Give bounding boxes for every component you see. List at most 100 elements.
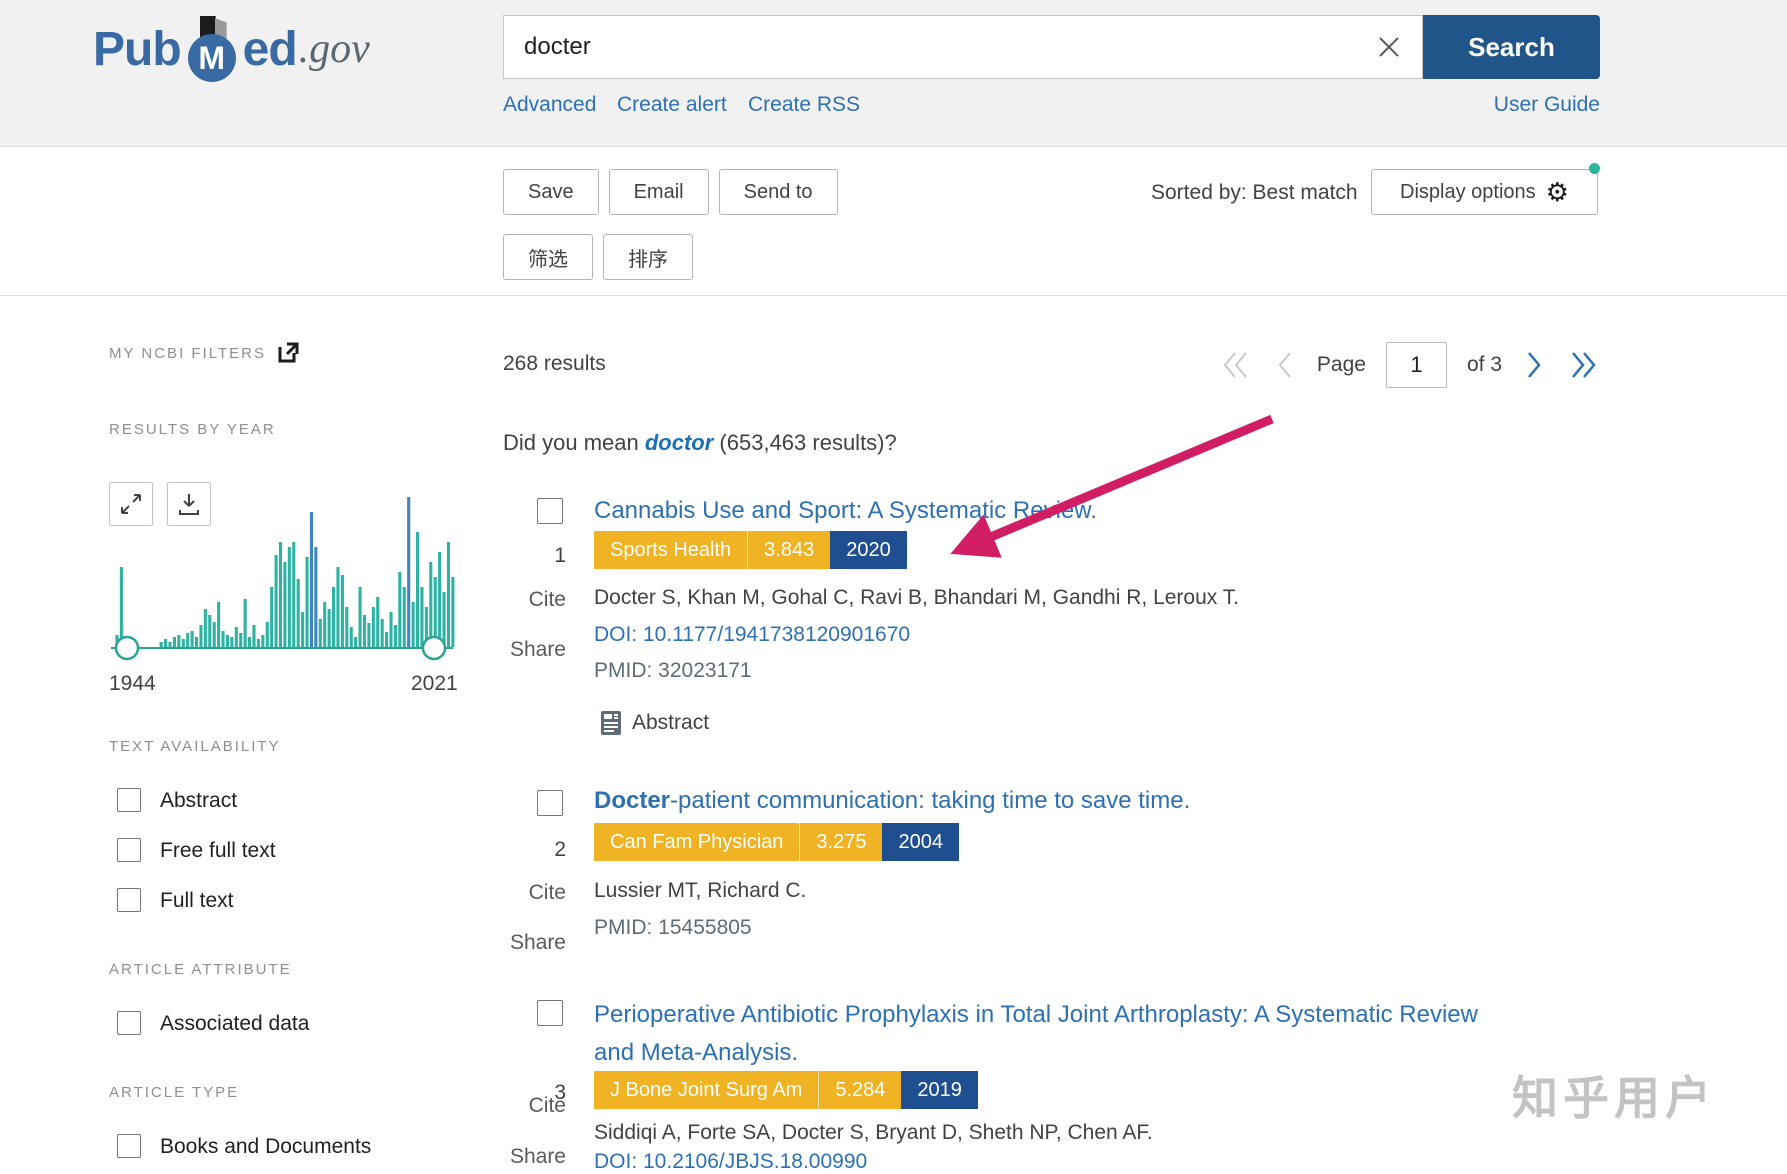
expand-chart-button[interactable] [109, 482, 153, 526]
pmid-text: PMID: 15455805 [594, 916, 752, 939]
result-item-2: Docter-patient communication: taking tim… [503, 782, 1603, 954]
result-2-checkbox[interactable] [537, 790, 563, 816]
watermark: 知乎用户 [1512, 1072, 1716, 1124]
result-3-title-link[interactable]: Perioperative Antibiotic Prophylaxis in … [594, 1001, 1478, 1066]
result-item-1: Cannabis Use and Sport: A Systematic Rev… [503, 492, 1603, 742]
pmid-text: PMID: 32023171 [594, 659, 752, 682]
doi-link[interactable]: DOI: 10.2106/JBJS.18.00990 [594, 1150, 868, 1173]
did-you-mean: Did you mean doctor (653,463 results)? [503, 430, 897, 456]
download-chart-button[interactable] [167, 482, 211, 526]
sorted-by-label: Sorted by: Best match [1151, 181, 1358, 204]
filter-button[interactable]: 筛选 [503, 234, 593, 280]
impact-factor-badge: 5.284 [818, 1071, 902, 1109]
year-bars-group [115, 497, 455, 647]
share-button[interactable]: Share [509, 931, 566, 954]
result-title-rest: -patient communication: taking time to s… [670, 787, 1191, 814]
result-number: 3 [554, 1081, 566, 1104]
header: Pub M ed .gov Search Advanced Create ale… [0, 0, 1787, 147]
sort-button[interactable]: 排序 [603, 234, 693, 280]
cn-toolbar: 筛选 排序 [503, 234, 693, 280]
share-button[interactable]: Share [509, 638, 566, 661]
result-number: 1 [554, 544, 566, 567]
external-link-icon[interactable] [276, 340, 300, 364]
first-page-button[interactable] [1219, 349, 1253, 381]
text-availability-header: TEXT AVAILABILITY [109, 738, 281, 755]
journal-badge: J Bone Joint Surg Am [594, 1071, 819, 1109]
journal-badge: Sports Health [594, 531, 748, 569]
book-icon: M [182, 16, 242, 82]
email-button[interactable]: Email [608, 169, 709, 215]
checkbox-free-full-text[interactable] [117, 838, 141, 862]
result-1-title-link[interactable]: Cannabis Use and Sport: A Systematic Rev… [594, 497, 1097, 524]
result-title-bold: Docter [594, 787, 671, 814]
year-badge: 2020 [830, 531, 907, 569]
gear-icon: ⚙ [1545, 177, 1569, 207]
impact-factor-badge: 3.843 [747, 531, 831, 569]
expand-icon [121, 494, 141, 514]
filter-label-books-and-documents: Books and Documents [160, 1135, 372, 1158]
next-page-button[interactable] [1522, 349, 1546, 381]
did-you-mean-suffix: (653,463 results)? [713, 430, 897, 455]
cite-button[interactable]: Cite [528, 1094, 566, 1117]
result-authors: Siddiqi A, Forte SA, Docter S, Bryant D,… [594, 1121, 1153, 1144]
send-to-button[interactable]: Send to [718, 169, 838, 215]
results-by-year-chart[interactable] [97, 470, 469, 670]
header-divider [0, 295, 1787, 296]
year-badge: 2004 [882, 823, 959, 861]
page-input[interactable] [1385, 342, 1447, 388]
article-attribute-header: ARTICLE ATTRIBUTE [109, 961, 292, 978]
filter-label-abstract: Abstract [160, 789, 238, 812]
pubmed-logo[interactable]: Pub M ed .gov [93, 16, 370, 82]
pagination: Page of 3 [1219, 341, 1600, 389]
display-options-label: Display options [1400, 180, 1536, 203]
year-badge: 2019 [901, 1071, 978, 1109]
notification-dot [1589, 163, 1600, 174]
checkbox-associated-data[interactable] [117, 1011, 141, 1035]
download-icon [179, 494, 199, 515]
search-button[interactable]: Search [1423, 15, 1600, 79]
prev-page-button[interactable] [1273, 349, 1297, 381]
my-ncbi-filters-header: MY NCBI FILTERS [109, 345, 266, 362]
checkbox-abstract[interactable] [117, 788, 141, 812]
search-box [503, 15, 1423, 79]
search-input[interactable] [504, 16, 1356, 78]
result-2-title-link[interactable]: Docter-patient communication: taking tim… [594, 782, 1190, 820]
impact-factor-badge: 3.275 [799, 823, 883, 861]
abstract-icon [601, 711, 621, 735]
create-alert-link[interactable]: Create alert [617, 93, 727, 116]
advanced-link[interactable]: Advanced [503, 93, 597, 116]
journal-badge: Can Fam Physician [594, 823, 800, 861]
result-3-checkbox[interactable] [537, 1000, 563, 1026]
did-you-mean-term[interactable]: doctor [644, 430, 714, 455]
result-1-checkbox[interactable] [537, 498, 563, 524]
result-2-badges: Can Fam Physician 3.275 2004 [594, 823, 959, 861]
did-you-mean-prefix: Did you mean [503, 430, 645, 455]
year-slider-handle-right[interactable] [421, 635, 447, 661]
filter-label-full-text: Full text [160, 889, 234, 912]
create-rss-link[interactable]: Create RSS [748, 93, 861, 116]
checkbox-full-text[interactable] [117, 888, 141, 912]
logo-pub-text: Pub [93, 22, 182, 76]
actions-toolbar: Save Email Send to [503, 169, 838, 215]
year-slider-handle-left[interactable] [114, 635, 140, 661]
result-authors: Docter S, Khan M, Gohal C, Ravi B, Bhand… [594, 586, 1240, 609]
article-type-header: ARTICLE TYPE [109, 1084, 240, 1101]
display-options-button[interactable]: Display options ⚙ [1371, 169, 1598, 215]
clear-search-button[interactable] [1356, 16, 1422, 78]
checkbox-books-and-documents[interactable] [117, 1134, 141, 1158]
doi-link[interactable]: DOI: 10.1177/1941738120901670 [594, 623, 911, 646]
user-guide-link[interactable]: User Guide [1493, 93, 1600, 116]
cite-button[interactable]: Cite [528, 881, 566, 904]
share-button[interactable]: Share [509, 1145, 566, 1168]
result-authors: Lussier MT, Richard C. [594, 879, 807, 902]
last-page-button[interactable] [1566, 349, 1600, 381]
save-button[interactable]: Save [503, 169, 599, 215]
page-total-label: of 3 [1466, 353, 1502, 376]
filter-label-free-full-text: Free full text [160, 839, 276, 862]
cite-button[interactable]: Cite [528, 588, 566, 611]
logo-ed-text: ed [242, 22, 298, 76]
abstract-label: Abstract [632, 711, 710, 734]
logo-gov-text: .gov [298, 26, 370, 72]
results-count: 268 results [503, 352, 606, 375]
